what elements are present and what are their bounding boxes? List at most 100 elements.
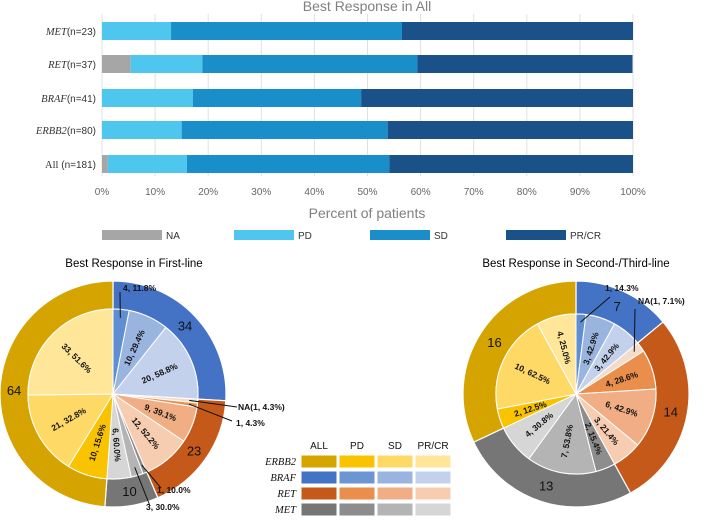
pie-callout-label: 1, 10.0% <box>157 485 191 495</box>
bar-legend-swatch-sd <box>370 230 430 240</box>
pie-legend-column-header: PD <box>350 441 364 452</box>
bar-x-axis-label: Percent of patients <box>309 205 426 221</box>
pie-legend-row-label: RET <box>276 489 297 500</box>
pie-legend-swatch <box>376 470 414 485</box>
bar-category-label: ERBB2(n=80) <box>35 126 96 137</box>
bar-segment-pd <box>107 155 187 173</box>
pie-outer-label: 7 <box>613 299 620 314</box>
pie-legend-row-label: ERBB2 <box>264 457 297 468</box>
pie-callout-line <box>188 403 233 422</box>
bar-x-tick-label: 100% <box>620 187 646 198</box>
pie-legend-swatch <box>300 454 338 469</box>
pie-legend-column-header: ALL <box>310 441 328 452</box>
pie-callout-label: 1, 14.3% <box>605 283 639 293</box>
pie-callout-line <box>633 308 636 352</box>
pie-legend-swatch <box>338 502 376 517</box>
pie-legend-swatch <box>414 502 452 517</box>
pie-legend-column-header: PR/CR <box>417 441 448 452</box>
pie-callout-label: 3, 30.0% <box>146 502 180 512</box>
pie-legend-swatch <box>414 470 452 485</box>
bar-legend-swatch-na <box>102 230 162 240</box>
bar-segment-sd <box>171 22 403 40</box>
bar-segment-na <box>102 155 108 173</box>
bar-category-labels: MET(n=23) RET(n=37) BRAF(n=41) ERBB2(n=80) A… <box>35 27 96 171</box>
bar-segment-na <box>102 55 131 73</box>
bar-segment-sd <box>202 55 418 73</box>
pie-legend-swatch <box>376 486 414 501</box>
pie-legend-swatch <box>338 486 376 501</box>
pie-outer-label: 34 <box>178 319 192 334</box>
bar-x-tick-label: 80% <box>517 187 537 198</box>
bar-legend: NA PD SD PR/CR <box>102 230 601 242</box>
bar-segment-pr-cr <box>387 121 633 139</box>
bar-rows <box>102 22 633 173</box>
pie-inner-slice <box>495 323 577 410</box>
pie-outer-label: 10 <box>122 484 136 499</box>
pie-callout-line <box>580 296 611 323</box>
pie-legend-row-label: MET <box>274 505 297 516</box>
pie-legend-swatch <box>414 486 452 501</box>
bar-legend-label: PR/CR <box>570 231 601 242</box>
bar-segment-pd <box>102 89 193 107</box>
bar-x-tick-label: 10% <box>145 187 165 198</box>
pie-legend-swatch <box>414 454 452 469</box>
pie-first-line-title: Best Response in First-line <box>65 258 202 270</box>
bar-segment-pr-cr <box>417 55 633 73</box>
bar-x-tick-label: 30% <box>251 187 271 198</box>
pie-callout-line <box>141 464 162 489</box>
pie-inner-slice <box>27 308 114 396</box>
bar-x-tick-label: 70% <box>464 187 484 198</box>
pie-callout-label: 1, 4.3% <box>236 418 265 428</box>
bar-legend-swatch-pr-cr <box>506 230 566 240</box>
bar-category-label: MET(n=23) <box>45 27 96 38</box>
pie-color-legend: ALL PD SD PR/CR ERBB2 BRAF RET MET <box>264 441 452 517</box>
bar-segment-sd <box>192 89 362 107</box>
bar-chart-title: Best Response in All <box>303 0 431 14</box>
bar-legend-label: PD <box>298 231 312 242</box>
pie-inner-label: 6, 60.0% <box>110 428 122 463</box>
bar-segment-pd <box>102 22 172 40</box>
bar-category-label: RET(n=37) <box>47 60 96 71</box>
pie-callout-line <box>189 399 238 408</box>
pie-legend-swatch <box>300 470 338 485</box>
pie-legend-swatch <box>376 502 414 517</box>
bar-legend-label: SD <box>434 231 448 242</box>
pie-outer-label: 23 <box>187 443 201 458</box>
bar-x-tick-label: 20% <box>198 187 218 198</box>
pie-inner-slice <box>536 313 577 395</box>
pie-legend-row-label: BRAF <box>270 473 296 484</box>
pie-inner-slice <box>574 388 657 446</box>
bar-chart-best-response-all: Best Response in All MET(n=23) RET(n=37) B… <box>35 0 646 242</box>
pie-inner-slice <box>112 326 199 400</box>
bar-segment-pr-cr <box>361 89 633 107</box>
pie-legend-swatch <box>376 454 414 469</box>
bar-x-tick-label: 60% <box>411 187 431 198</box>
pie-outer-label: 64 <box>7 383 21 398</box>
pie-legend-swatch <box>338 454 376 469</box>
pie-outer-label: 13 <box>539 478 553 493</box>
bar-segment-pr-cr <box>389 155 633 173</box>
pie-legend-swatch <box>338 470 376 485</box>
pie-callout-label: NA(1, 4.3%) <box>238 402 285 412</box>
pie-callout-line <box>134 467 151 507</box>
pie-legend-swatch <box>300 486 338 501</box>
bar-x-tick-label: 50% <box>357 187 377 198</box>
bar-segment-pd <box>130 55 203 73</box>
pie-legend-column-header: SD <box>388 441 402 452</box>
bar-x-tick-label: 40% <box>304 187 324 198</box>
bar-category-label: All (n=181) <box>45 160 96 171</box>
pie-second-third-line-title: Best Response in Second-/Third-line <box>482 258 669 270</box>
bar-legend-label: NA <box>166 231 180 242</box>
pie-legend-swatch <box>300 502 338 517</box>
bar-segment-sd <box>186 155 390 173</box>
bar-category-label: BRAF(n=41) <box>41 94 96 105</box>
pie-callout-label: NA(1, 7.1%) <box>638 296 685 306</box>
bar-x-tick-label: 0% <box>95 187 110 198</box>
bar-x-tick-label: 90% <box>570 187 590 198</box>
bar-legend-swatch-pd <box>234 230 294 240</box>
bar-segment-pr-cr <box>402 22 633 40</box>
pie-outer-label: 16 <box>487 335 501 350</box>
